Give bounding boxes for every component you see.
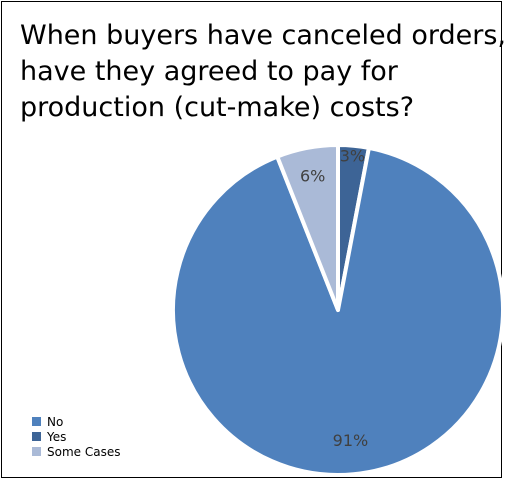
legend-swatch-no	[32, 417, 41, 426]
chart-title-line-1: When buyers have canceled orders,	[20, 20, 505, 51]
legend-label-no: No	[47, 414, 64, 429]
legend-swatch-yes	[32, 432, 41, 441]
chart-legend: No Yes Some Cases	[32, 414, 120, 459]
data-label-some-cases: 6%	[300, 167, 325, 186]
legend-swatch-some-cases	[32, 447, 41, 456]
legend-item-no: No	[32, 414, 120, 429]
legend-label-some-cases: Some Cases	[47, 444, 121, 459]
chart-title-line-2: have they agreed to pay for	[20, 56, 398, 87]
legend-label-yes: Yes	[47, 429, 67, 444]
data-label-no: 91%	[333, 431, 369, 450]
legend-item-yes: Yes	[32, 429, 120, 444]
chart-title-line-3: production (cut-make) costs?	[20, 92, 415, 123]
data-label-yes: 3%	[340, 147, 365, 166]
chart-title: When buyers have canceled orders, have t…	[20, 18, 505, 126]
pie-slice-some-cases	[275, 143, 340, 312]
legend-item-some-cases: Some Cases	[32, 444, 120, 459]
